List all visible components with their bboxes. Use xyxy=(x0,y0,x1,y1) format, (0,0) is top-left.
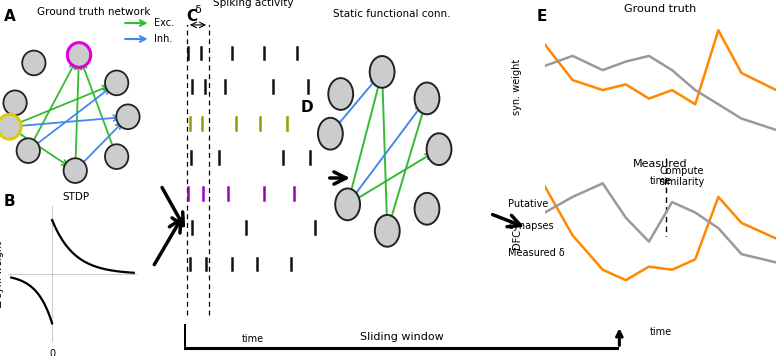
Text: E: E xyxy=(537,9,547,24)
Text: synapses: synapses xyxy=(508,221,554,231)
Text: 0: 0 xyxy=(49,349,55,356)
Text: syn. weight: syn. weight xyxy=(512,59,522,115)
Title: Ground truth: Ground truth xyxy=(624,4,697,14)
Circle shape xyxy=(105,144,129,169)
Text: time: time xyxy=(241,335,264,345)
Title: Measured: Measured xyxy=(633,159,688,169)
Text: Spiking activity: Spiking activity xyxy=(212,0,293,8)
Text: C: C xyxy=(186,9,197,24)
Circle shape xyxy=(336,188,360,220)
Text: A: A xyxy=(4,9,16,24)
Text: Exc.: Exc. xyxy=(154,18,174,28)
Circle shape xyxy=(328,78,353,110)
Text: B: B xyxy=(4,194,16,209)
Text: Putative: Putative xyxy=(508,199,548,209)
Circle shape xyxy=(22,51,45,75)
Text: Measured δ: Measured δ xyxy=(508,248,564,258)
Circle shape xyxy=(375,215,400,247)
Circle shape xyxy=(318,118,343,150)
Text: Sliding window: Sliding window xyxy=(360,332,444,342)
Text: Compute
similarity: Compute similarity xyxy=(659,166,705,187)
Circle shape xyxy=(415,83,439,114)
Circle shape xyxy=(67,43,91,67)
Text: Ground truth network: Ground truth network xyxy=(38,7,151,17)
Circle shape xyxy=(370,56,394,88)
Circle shape xyxy=(116,104,140,129)
Text: D: D xyxy=(300,100,313,115)
Circle shape xyxy=(415,193,439,225)
Circle shape xyxy=(3,90,27,115)
Circle shape xyxy=(64,158,87,183)
Text: STDP: STDP xyxy=(63,192,89,201)
Circle shape xyxy=(0,114,21,139)
Text: Δ syn. weight: Δ syn. weight xyxy=(0,241,5,307)
Text: time: time xyxy=(649,176,672,185)
Circle shape xyxy=(426,133,452,165)
Text: time: time xyxy=(649,327,672,337)
Circle shape xyxy=(16,138,40,163)
Text: DFC: DFC xyxy=(512,229,522,248)
Circle shape xyxy=(105,70,129,95)
Text: Inh.: Inh. xyxy=(154,34,172,44)
Text: δ: δ xyxy=(194,5,201,15)
Text: Static functional conn.: Static functional conn. xyxy=(333,9,451,19)
